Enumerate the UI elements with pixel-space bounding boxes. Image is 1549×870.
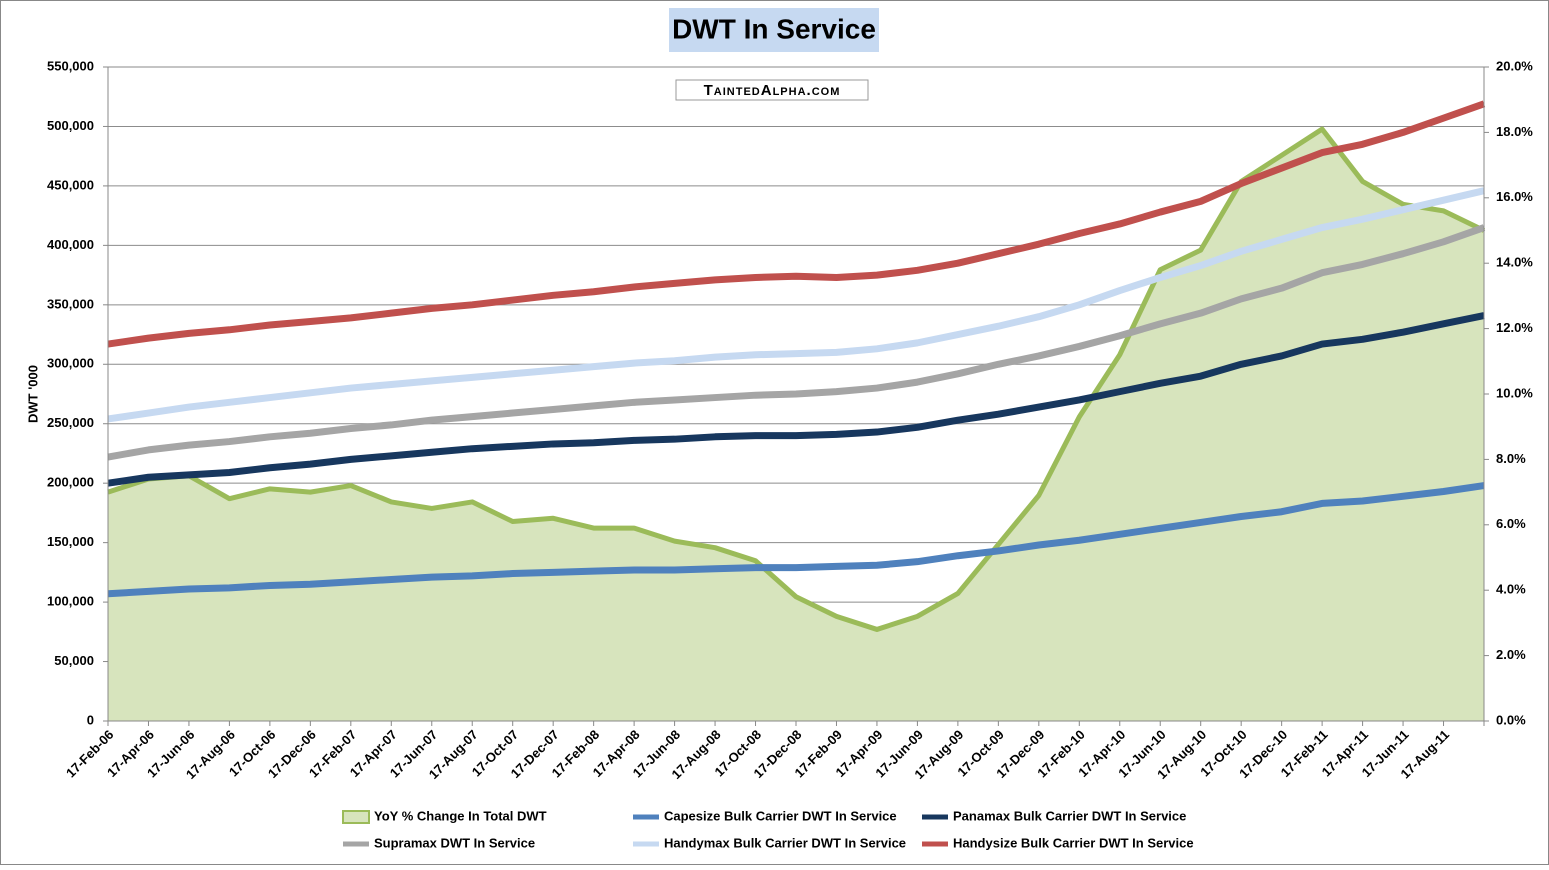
legend-label: Handysize Bulk Carrier DWT In Service: [953, 835, 1194, 850]
y2-tick-label: 0.0%: [1496, 712, 1526, 727]
y2-tick-label: 8.0%: [1496, 451, 1526, 466]
y-tick-label: 150,000: [47, 534, 94, 549]
y-tick-label: 350,000: [47, 296, 94, 311]
y2-tick-label: 6.0%: [1496, 516, 1526, 531]
y-axis-label: DWT '000: [25, 365, 40, 423]
legend-label: Supramax DWT In Service: [374, 835, 535, 850]
watermark-box: [675, 79, 869, 101]
y2-tick-label: 10.0%: [1496, 385, 1533, 400]
y2-tick-label: 4.0%: [1496, 582, 1526, 597]
y-tick-label: 100,000: [47, 594, 94, 609]
y2-tick-label: 12.0%: [1496, 320, 1533, 335]
y-tick-label: 300,000: [47, 356, 94, 371]
line: [107, 482, 1485, 598]
line: [107, 224, 1486, 461]
y-tick-label: 250,000: [47, 415, 94, 430]
y2-tick-label: 16.0%: [1496, 189, 1533, 204]
title-box: [669, 8, 879, 52]
y2-tick-label: 20.0%: [1496, 58, 1533, 73]
legend-label: YoY % Change In Total DWT: [374, 808, 547, 823]
y-tick-label: 200,000: [47, 475, 94, 490]
line: [107, 126, 1486, 632]
legend-label: Handymax Bulk Carrier DWT In Service: [664, 835, 906, 850]
watermark: TaintedAlpha.com: [704, 82, 841, 99]
y-tick-label: 450,000: [47, 177, 94, 192]
legend-label: Capesize Bulk Carrier DWT In Service: [664, 808, 897, 823]
line: [107, 100, 1486, 348]
y-tick-label: 400,000: [47, 237, 94, 252]
y2-tick-label: 14.0%: [1496, 255, 1533, 270]
y-tick-label: 50,000: [54, 653, 94, 668]
y-tick-label: 550,000: [47, 58, 94, 73]
line: [107, 187, 1485, 423]
y-tick-label: 500,000: [47, 118, 94, 133]
legend-swatch: [342, 810, 370, 824]
y2-tick-label: 18.0%: [1496, 124, 1533, 139]
y-tick-label: 0: [87, 712, 94, 727]
chart-title: DWT In Service: [672, 13, 876, 44]
legend-label: Panamax Bulk Carrier DWT In Service: [953, 808, 1186, 823]
y2-tick-label: 2.0%: [1496, 647, 1526, 662]
line: [107, 312, 1485, 487]
